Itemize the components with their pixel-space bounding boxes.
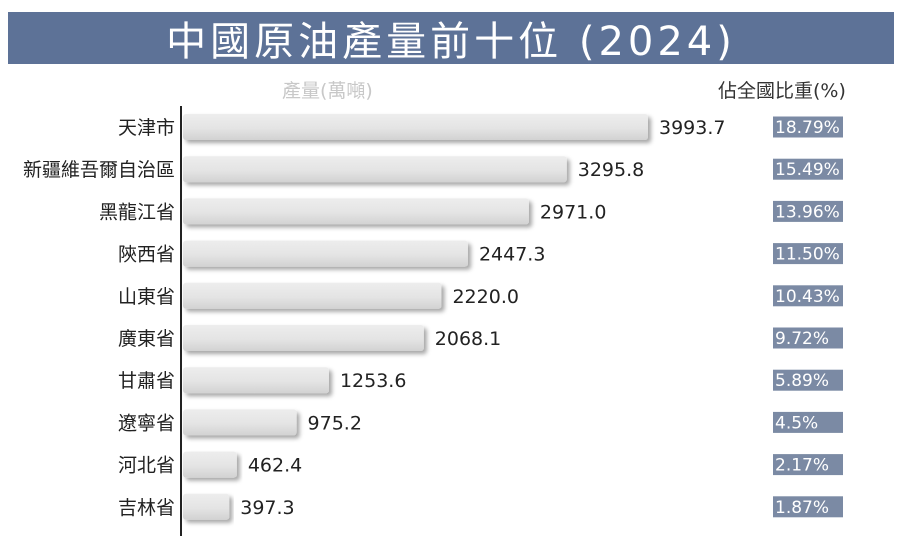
value-label: 2971.0 bbox=[540, 201, 606, 223]
share-badge bbox=[773, 158, 843, 180]
value-label: 3993.7 bbox=[659, 117, 725, 139]
bar bbox=[183, 325, 424, 351]
share-badge bbox=[773, 411, 843, 433]
share-badge bbox=[773, 116, 843, 138]
share-badge bbox=[773, 200, 843, 222]
bar bbox=[183, 367, 329, 394]
category-label: 遼寧省 bbox=[118, 412, 175, 434]
value-label: 462.4 bbox=[248, 455, 302, 477]
share-badge bbox=[773, 327, 843, 349]
category-label: 吉林省 bbox=[118, 497, 175, 519]
bar bbox=[183, 114, 648, 140]
share-label: 15.49% bbox=[775, 160, 840, 180]
unit-label: 產量(萬噸) bbox=[282, 80, 373, 102]
share-badge bbox=[773, 285, 843, 307]
bar bbox=[183, 282, 442, 309]
share-label: 9.72% bbox=[775, 329, 829, 349]
share-badge bbox=[773, 496, 843, 518]
category-label: 廣東省 bbox=[118, 328, 175, 350]
category-label: 河北省 bbox=[118, 455, 175, 477]
bar bbox=[183, 451, 237, 478]
share-label: 5.89% bbox=[775, 371, 829, 391]
value-label: 975.2 bbox=[308, 412, 362, 434]
category-axis-line bbox=[180, 106, 182, 536]
share-label: 18.79% bbox=[775, 118, 840, 138]
category-label: 新疆維吾爾自治區 bbox=[23, 159, 175, 181]
value-label: 1253.6 bbox=[340, 370, 406, 392]
share-label: 1.87% bbox=[775, 498, 829, 518]
category-label: 甘肅省 bbox=[118, 370, 175, 392]
value-label: 2447.3 bbox=[479, 244, 545, 266]
chart-title: 中國原油產量前十位 (2024) bbox=[166, 19, 736, 65]
share-label: 13.96% bbox=[775, 202, 840, 222]
share-column-header: 佔全國比重(%) bbox=[718, 80, 846, 102]
title-banner: 中國原油產量前十位 (2024) bbox=[8, 12, 894, 65]
bar bbox=[183, 409, 297, 436]
share-label: 2.17% bbox=[775, 456, 829, 476]
bar bbox=[183, 156, 567, 183]
bar bbox=[183, 493, 230, 520]
value-label: 2220.0 bbox=[452, 286, 518, 308]
share-badge bbox=[773, 243, 843, 265]
share-label: 11.50% bbox=[775, 245, 840, 265]
bar bbox=[183, 240, 468, 267]
share-label: 4.5% bbox=[775, 413, 818, 433]
category-label: 天津市 bbox=[118, 117, 175, 139]
category-label: 黑龍江省 bbox=[99, 201, 175, 223]
category-label: 陝西省 bbox=[118, 244, 175, 266]
value-label: 397.3 bbox=[240, 497, 294, 519]
share-badge bbox=[773, 369, 843, 391]
bar bbox=[183, 198, 529, 225]
share-label: 10.43% bbox=[775, 287, 840, 307]
value-label: 2068.1 bbox=[435, 328, 501, 350]
value-label: 3295.8 bbox=[578, 159, 644, 181]
share-badge bbox=[773, 454, 843, 476]
category-label: 山東省 bbox=[118, 286, 175, 308]
